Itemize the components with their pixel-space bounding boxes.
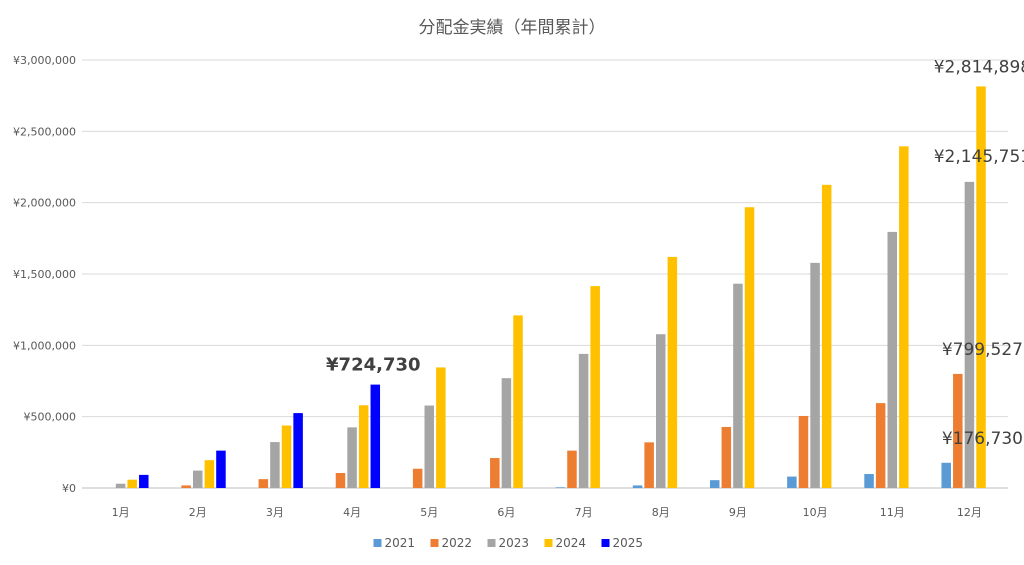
bar-2021-7 — [555, 487, 566, 488]
x-tick-label: 3月 — [266, 506, 284, 519]
bar-2022-7 — [567, 450, 577, 488]
bar-2022-5 — [412, 468, 423, 488]
bar-2025-4 — [370, 384, 381, 488]
bar-2023-7 — [578, 353, 589, 488]
x-tick-label: 10月 — [803, 506, 828, 519]
bar-2023-2 — [193, 470, 203, 488]
bar-2024-5 — [436, 367, 446, 488]
legend-label: 2023 — [499, 536, 530, 550]
bar-2023-5 — [424, 405, 434, 488]
bar-2025-1 — [139, 474, 149, 488]
bars — [115, 86, 986, 489]
y-tick-label: ¥1,000,000 — [13, 339, 76, 352]
bar-2023-4 — [347, 427, 357, 488]
x-tick-label: 9月 — [729, 506, 747, 519]
legend-label: 2024 — [556, 536, 587, 550]
bar-2021-8 — [632, 485, 643, 488]
bar-2021-10 — [787, 476, 797, 488]
bar-2022-4 — [335, 473, 346, 488]
bar-2024-1 — [127, 479, 137, 488]
y-tick-label: ¥2,000,000 — [13, 197, 76, 210]
x-tick-label: 1月 — [112, 506, 130, 519]
bar-2023-10 — [810, 262, 820, 488]
y-tick-label: ¥0 — [62, 482, 76, 495]
bar-2022-8 — [644, 442, 654, 488]
bar-2023-6 — [501, 378, 512, 488]
legend-swatch — [487, 539, 496, 547]
x-tick-label: 5月 — [420, 506, 438, 519]
x-tick-label: 7月 — [575, 506, 593, 519]
legend-label: 2021 — [385, 536, 416, 550]
bar-2023-8 — [656, 334, 666, 488]
y-tick-label: ¥1,500,000 — [13, 268, 76, 281]
data-labels: ¥724,730 ¥2,814,898 ¥2,145,751 ¥799,527 ¥176… — [326, 57, 1024, 448]
data-label: ¥2,145,751 — [934, 147, 1024, 167]
bar-2024-3 — [281, 425, 292, 488]
x-axis-ticks: 1月 2月 3月 4月 5月 6月 7月 8月 9月 10月 11月 12月 — [112, 506, 982, 519]
bar-2022-3 — [258, 479, 269, 488]
y-tick-label: ¥500,000 — [24, 411, 77, 424]
x-tick-label: 4月 — [343, 506, 361, 519]
bar-2023-11 — [887, 231, 897, 488]
bar-2021-12 — [941, 462, 951, 488]
y-tick-label: ¥3,000,000 — [13, 54, 76, 67]
bar-2021-9 — [709, 480, 720, 488]
legend-swatch — [430, 539, 439, 547]
legend-swatch — [373, 539, 382, 547]
gridlines — [82, 59, 1008, 489]
bar-2024-7 — [590, 286, 600, 488]
data-label: ¥176,730 — [942, 429, 1023, 449]
x-tick-label: 8月 — [652, 506, 670, 519]
x-tick-label: 2月 — [189, 506, 207, 519]
bar-2024-11 — [899, 146, 909, 488]
x-tick-label: 6月 — [497, 506, 515, 519]
legend-label: 2025 — [613, 536, 644, 550]
bar-2022-2 — [181, 485, 191, 488]
bar-2023-1 — [115, 483, 126, 488]
x-tick-label: 12月 — [957, 506, 982, 519]
data-label: ¥2,814,898 — [934, 57, 1024, 77]
bar-2024-8 — [667, 256, 678, 488]
bar-2024-4 — [358, 405, 369, 488]
bar-2022-6 — [490, 458, 500, 488]
bar-2021-11 — [864, 474, 874, 488]
legend-swatch — [601, 539, 610, 547]
y-tick-label: ¥2,500,000 — [13, 125, 76, 138]
legend: 2021 2022 2023 2024 2025 — [373, 536, 644, 550]
bar-2024-10 — [821, 184, 832, 489]
bar-2024-9 — [744, 207, 755, 488]
bar-2025-2 — [216, 450, 226, 488]
bar-2023-3 — [270, 442, 280, 488]
bar-2023-9 — [733, 283, 743, 488]
y-axis-ticks: ¥0 ¥500,000 ¥1,000,000 ¥1,500,000 ¥2,000,000… — [13, 54, 76, 495]
bar-2022-12 — [953, 373, 963, 488]
bar-2022-9 — [721, 426, 732, 488]
bar-2024-12 — [976, 86, 986, 488]
bar-2024-2 — [204, 460, 215, 488]
data-label: ¥724,730 — [326, 355, 421, 376]
chart-title: 分配金実績（年間累計） — [419, 18, 606, 38]
x-tick-label: 11月 — [880, 506, 905, 519]
bar-2024-6 — [513, 315, 523, 488]
data-label: ¥799,527 — [942, 340, 1023, 360]
legend-label: 2022 — [442, 536, 473, 550]
bar-2022-11 — [875, 403, 886, 488]
bar-2023-12 — [964, 181, 975, 488]
bar-2022-10 — [798, 415, 809, 488]
bar-2025-3 — [293, 413, 303, 488]
legend-swatch — [544, 539, 553, 547]
